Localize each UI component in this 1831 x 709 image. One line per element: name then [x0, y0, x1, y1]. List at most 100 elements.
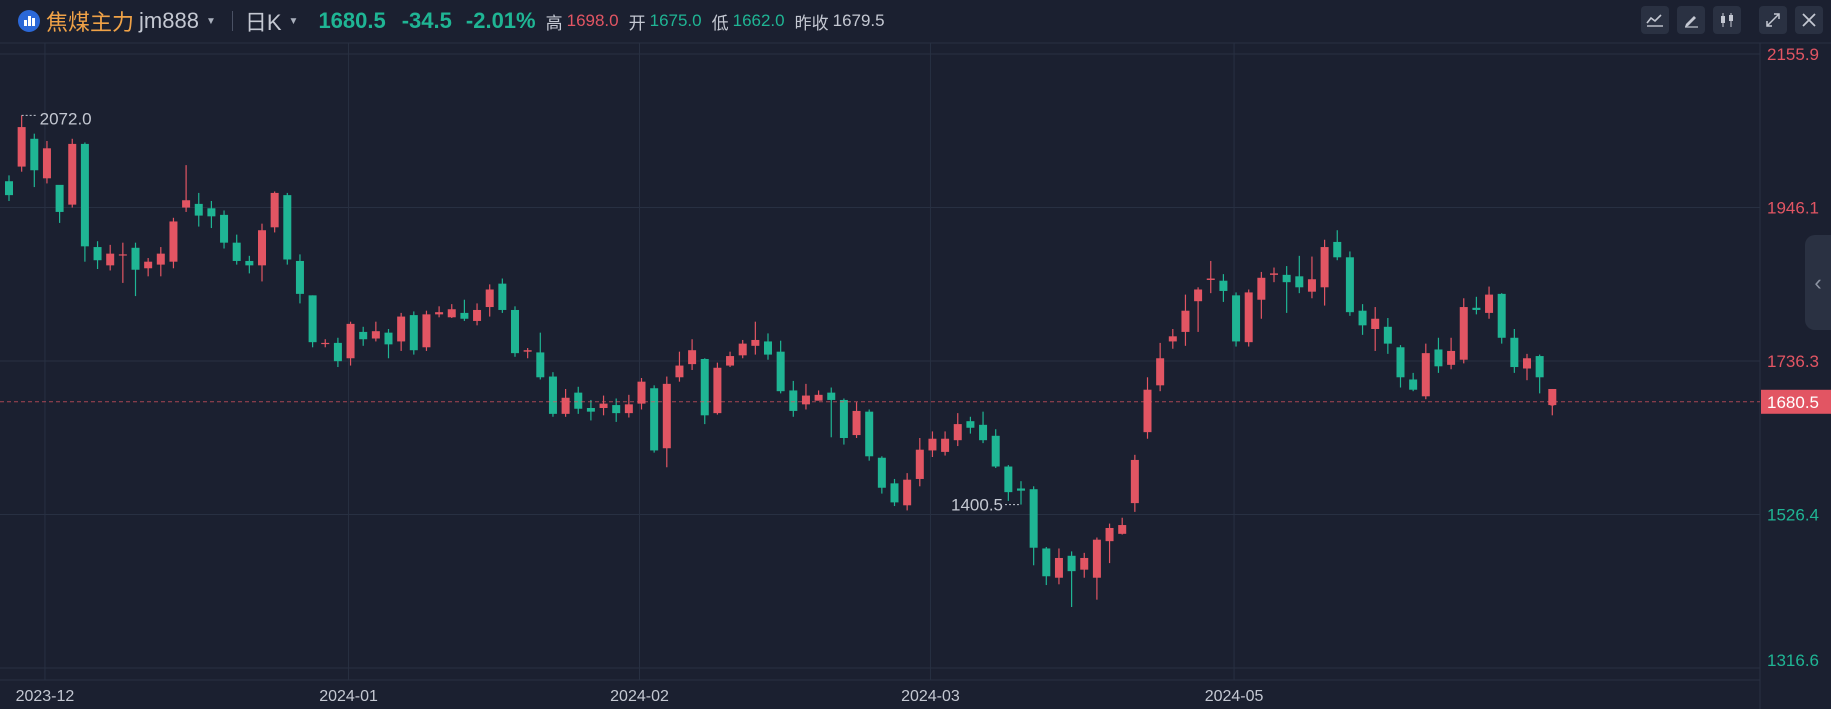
candle-body	[1333, 241, 1342, 258]
candle-body	[1447, 350, 1456, 365]
candle-body	[1282, 274, 1291, 283]
price-change: -34.5	[401, 8, 452, 33]
min-price-label: 1400.5	[951, 496, 1003, 515]
candle-body	[498, 283, 507, 310]
date-axis: 2023-12 2024-01 2024-02 2024-03 2024-05	[16, 688, 1264, 705]
candle-body	[789, 390, 798, 411]
candle-body	[232, 242, 241, 261]
y-tick-label: 1526.4	[1767, 506, 1819, 525]
x-tick-label: 2024-01	[319, 688, 378, 705]
candle-body	[1523, 358, 1531, 369]
candle-body	[1535, 356, 1544, 378]
x-tick-label: 2024-02	[610, 688, 669, 705]
candle-body	[1459, 307, 1468, 360]
candle-body	[93, 247, 102, 261]
draw-pen-icon[interactable]	[1677, 6, 1705, 34]
y-tick-label: 1946.1	[1767, 198, 1819, 217]
candles[interactable]	[5, 115, 1557, 607]
candle-body	[1472, 307, 1481, 310]
candle-body	[890, 483, 899, 503]
candle-body	[1307, 279, 1316, 292]
grid-lines	[0, 42, 1831, 709]
candle-body	[1156, 358, 1165, 386]
candle-body	[662, 383, 671, 449]
candle-body	[713, 367, 722, 414]
period-selector[interactable]: 日K	[244, 10, 282, 35]
symbol-dropdown-icon[interactable]: ▼	[205, 15, 216, 27]
close-icon[interactable]	[1795, 6, 1823, 34]
candle-body	[1130, 459, 1139, 504]
candle-body	[599, 403, 608, 409]
annotations: 2072.0 1400.5	[0, 109, 1760, 515]
candle-body	[966, 421, 975, 428]
candle-body	[1042, 548, 1051, 577]
candle-body	[1320, 247, 1329, 288]
toolbar	[1641, 6, 1831, 34]
candle-body	[877, 457, 886, 488]
candle-body	[751, 339, 760, 346]
candle-body	[561, 397, 570, 414]
low-label: 低	[711, 13, 729, 33]
indicator-icon[interactable]	[1641, 6, 1669, 34]
symbol-code[interactable]: jm888	[139, 8, 199, 33]
candle-body	[1371, 318, 1380, 329]
collapse-panel-tab[interactable]: ‹	[1805, 235, 1831, 330]
period-dropdown-icon[interactable]: ▼	[288, 15, 299, 27]
candle-body	[1232, 295, 1241, 342]
candle-body	[1004, 466, 1013, 493]
candle-body	[624, 404, 633, 414]
candle-body	[270, 192, 279, 228]
price-change-percent: -2.01%	[465, 8, 536, 33]
candle-body	[258, 230, 266, 266]
x-tick-label: 2024-05	[1205, 688, 1264, 705]
candle-body	[182, 200, 191, 208]
candle-body	[1383, 326, 1392, 344]
candle-body	[220, 214, 229, 243]
candle-body	[903, 479, 912, 506]
candle-body	[511, 309, 519, 354]
candle-body	[473, 309, 482, 321]
candle-body	[1206, 278, 1215, 280]
candle-body	[1510, 337, 1519, 368]
chevron-left-icon[interactable]: ‹	[1814, 269, 1822, 295]
current-price-label: 1680.5	[1767, 393, 1819, 412]
candle-body	[1092, 539, 1101, 578]
candle-body	[1244, 292, 1253, 343]
candle-body	[1257, 277, 1266, 300]
candle-body	[928, 438, 937, 451]
y-tick-label: 1736.3	[1767, 352, 1819, 371]
candle-body	[371, 331, 380, 339]
low-value: 1662.0	[732, 11, 785, 30]
candle-body	[839, 399, 848, 438]
candle-body	[700, 358, 709, 416]
fullscreen-icon[interactable]	[1759, 6, 1787, 34]
candle-body	[1029, 489, 1038, 548]
candle-body	[776, 351, 785, 392]
candle-body	[1497, 293, 1506, 338]
candle-body	[447, 309, 456, 318]
candle-body	[814, 394, 823, 401]
candle-body	[1219, 280, 1228, 291]
candle-body	[346, 323, 355, 359]
candle-body	[1080, 557, 1089, 570]
candle-body	[979, 424, 988, 441]
candle-body	[1105, 527, 1114, 542]
candle-body	[359, 331, 368, 340]
candle-body	[118, 254, 127, 256]
candle-body	[1434, 349, 1443, 367]
chart-header: 焦煤主力 jm888 ▼ 日K ▼ 1680.5 -34.5 -2.01% 高 …	[0, 0, 1831, 42]
candle-body	[1485, 294, 1494, 313]
prev-close-label: 昨收	[794, 13, 829, 33]
current-price-tag	[1761, 389, 1831, 414]
candle-body	[17, 127, 26, 167]
candle-body	[1409, 379, 1418, 390]
candle-body	[865, 411, 874, 457]
candle-body	[1548, 388, 1557, 406]
candle-style-icon[interactable]	[1713, 6, 1741, 34]
candle-body	[485, 289, 494, 308]
candle-body	[586, 408, 595, 412]
symbol-name[interactable]: 焦煤主力	[46, 10, 135, 35]
candle-body	[688, 350, 697, 365]
candle-body	[1168, 336, 1177, 342]
